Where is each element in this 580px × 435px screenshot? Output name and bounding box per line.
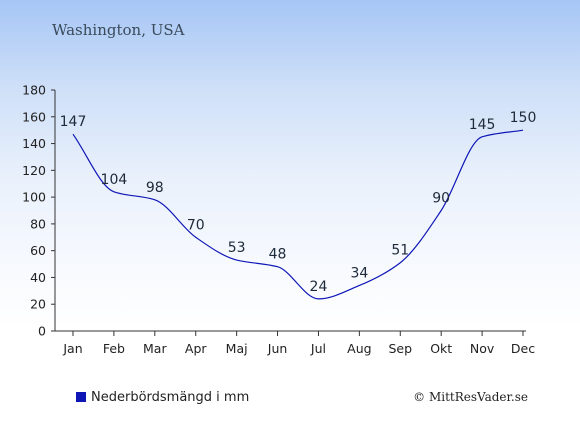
- data-label: 48: [269, 247, 287, 263]
- legend-label: Nederbördsmängd i mm: [91, 390, 250, 405]
- x-tick-label: Jul: [310, 341, 326, 356]
- y-tick-label: 120: [22, 163, 46, 178]
- x-tick-label: Aug: [347, 341, 371, 356]
- y-tick-label: 60: [30, 243, 46, 258]
- x-tick-label: Sep: [388, 341, 412, 356]
- series-line: [72, 129, 524, 300]
- y-tick-label: 80: [30, 216, 46, 231]
- chart-title: Washington, USA: [52, 21, 185, 39]
- legend-swatch: [76, 392, 86, 402]
- y-tick-label: 40: [30, 270, 46, 285]
- x-tick-label: Okt: [430, 341, 452, 356]
- x-tick-label: Mar: [143, 341, 167, 356]
- data-label: 70: [187, 217, 205, 233]
- x-tick-label: Apr: [185, 341, 207, 356]
- x-tick-label: Jan: [62, 341, 82, 356]
- y-tick-label: 160: [22, 109, 46, 124]
- y-tick-label: 0: [38, 324, 46, 339]
- data-label: 53: [228, 240, 246, 256]
- data-label: 24: [310, 279, 328, 295]
- data-label: 150: [510, 110, 537, 126]
- y-tick-label: 140: [22, 136, 46, 151]
- data-label: 51: [391, 243, 409, 259]
- x-tick-label: Maj: [226, 341, 248, 356]
- x-tick-label: Feb: [103, 341, 125, 356]
- data-label: 34: [350, 265, 368, 281]
- y-tick-label: 100: [22, 190, 46, 205]
- data-label: 104: [101, 172, 128, 188]
- data-label: 147: [60, 114, 87, 130]
- data-label: 98: [146, 180, 164, 196]
- data-label: 145: [469, 117, 496, 133]
- x-tick-label: Nov: [470, 341, 495, 356]
- y-tick-label: 20: [30, 297, 46, 312]
- credit-text: © MittResVader.se: [413, 390, 528, 404]
- data-label: 90: [432, 191, 450, 207]
- legend: Nederbördsmängd i mm: [76, 390, 249, 405]
- y-tick-label: 180: [22, 83, 46, 98]
- x-tick-label: Jun: [267, 341, 288, 356]
- x-tick-label: Dec: [511, 341, 535, 356]
